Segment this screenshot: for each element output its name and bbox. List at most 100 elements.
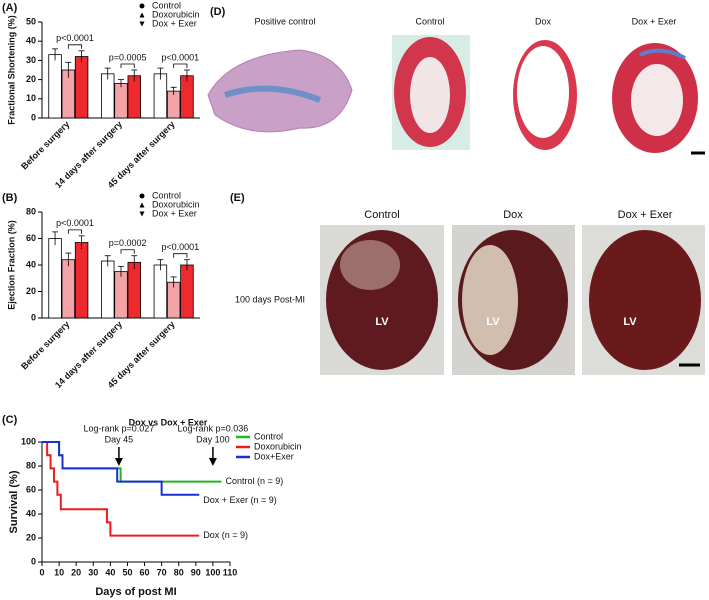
x-tick-label: 50: [122, 567, 132, 577]
heart-lumen: [517, 46, 569, 138]
image-label: Control: [364, 209, 399, 221]
bar: [180, 75, 194, 119]
end-label: Dox (n = 9): [203, 530, 248, 540]
survival-line: [42, 441, 200, 537]
bar: [166, 90, 181, 119]
image-label: Dox: [503, 209, 523, 221]
p-value: p=0.0005: [109, 52, 147, 62]
p-value: p<0.0001: [161, 242, 199, 252]
image-label: Positive control: [254, 16, 315, 26]
x-tick-label: 20: [71, 567, 81, 577]
legend-marker: [139, 202, 145, 208]
legend-label: Doxorubicin: [254, 441, 302, 451]
legend-label: Control: [152, 0, 181, 10]
heart-photo: [589, 230, 701, 370]
x-axis-label: Days of post MI: [95, 586, 176, 598]
legend-marker: [139, 193, 145, 199]
bar: [180, 264, 194, 319]
legend-marker: [139, 21, 145, 27]
end-label: Control (n = 9): [225, 476, 283, 486]
image-label: Dox: [535, 16, 552, 26]
bar: [101, 73, 115, 119]
bar: [61, 259, 76, 319]
y-tick-label: 10: [26, 93, 36, 103]
p-bracket: [67, 44, 83, 49]
region-label: LV: [486, 316, 500, 328]
survival-line: [42, 441, 200, 496]
legend-label: Doxorubicin: [152, 199, 200, 209]
bar: [101, 260, 115, 319]
x-tick-label: Before surgery: [19, 119, 71, 171]
y-axis-label: Survival (%): [8, 470, 20, 533]
bar: [166, 281, 181, 319]
y-tick-label: 80: [26, 460, 36, 470]
x-tick-label: 30: [88, 567, 98, 577]
image-label: Control: [415, 16, 444, 26]
bar: [127, 75, 141, 119]
legend-label: Doxorubicin: [152, 9, 200, 19]
tissue-detail: [639, 48, 686, 60]
bar: [153, 264, 168, 319]
y-tick-label: 80: [26, 206, 36, 216]
region-label: LV: [623, 316, 637, 328]
p-bracket: [173, 253, 188, 258]
x-tick-label: 0: [39, 567, 44, 577]
x-tick-label: 90: [191, 567, 201, 577]
x-tick-label: Before surgery: [19, 319, 71, 371]
image-label: Dox + Exer: [632, 16, 677, 26]
y-tick-label: 60: [26, 484, 36, 494]
heart-lumen: [410, 57, 450, 133]
p-bracket: [67, 229, 83, 234]
y-axis-label: Fractional Shortening (%): [6, 15, 16, 125]
region-label: LV: [375, 316, 389, 328]
x-tick-label: 60: [140, 567, 150, 577]
panel-label: (D): [210, 6, 226, 18]
x-tick-label: 110: [223, 567, 238, 577]
p-bracket: [173, 63, 188, 68]
x-tick-label: 40: [105, 567, 115, 577]
legend-label: Dox + Exer: [152, 208, 197, 218]
bar: [114, 83, 128, 119]
bar: [74, 242, 89, 319]
heart-lumen: [631, 64, 683, 136]
legend-label: Control: [152, 190, 181, 200]
bar: [48, 238, 62, 319]
bar: [48, 54, 62, 119]
y-tick-label: 60: [26, 233, 36, 243]
p-bracket: [120, 249, 135, 254]
y-tick-label: 20: [26, 286, 36, 296]
legend-label: Dox+Exer: [254, 451, 294, 461]
tissue-detail: [224, 85, 322, 103]
annotation: Log-rank p=0.027: [84, 423, 155, 433]
panel-label: (E): [230, 192, 245, 204]
y-tick-label: 40: [26, 508, 36, 518]
p-bracket: [120, 63, 135, 68]
arrow-head: [114, 458, 123, 466]
y-tick-label: 0: [31, 112, 36, 122]
x-tick-label: 70: [157, 567, 167, 577]
y-tick-label: 100: [21, 436, 36, 446]
legend-marker: [139, 3, 145, 9]
legend-marker: [139, 12, 145, 18]
panel-label: (A): [2, 2, 18, 14]
legend-marker: [139, 211, 145, 217]
y-tick-label: 0: [31, 556, 36, 566]
y-tick-label: 0: [31, 312, 36, 322]
p-value: p<0.0001: [56, 33, 94, 43]
subtitle: Dox vs Dox + Exer: [129, 417, 208, 427]
image-label: Dox + Exer: [618, 209, 673, 221]
x-tick-label: 10: [54, 567, 64, 577]
arrow-head: [208, 458, 217, 466]
y-tick-label: 20: [26, 74, 36, 84]
p-value: p<0.0001: [56, 218, 94, 228]
x-tick-label: 100: [205, 567, 220, 577]
y-tick-label: 50: [26, 16, 36, 26]
y-tick-label: 30: [26, 55, 36, 65]
legend-label: Dox + Exer: [152, 18, 197, 28]
p-value: p<0.0001: [161, 52, 199, 62]
y-tick-label: 20: [26, 532, 36, 542]
bar: [74, 56, 89, 119]
y-axis-label: Ejection Fraction (%): [6, 220, 16, 310]
